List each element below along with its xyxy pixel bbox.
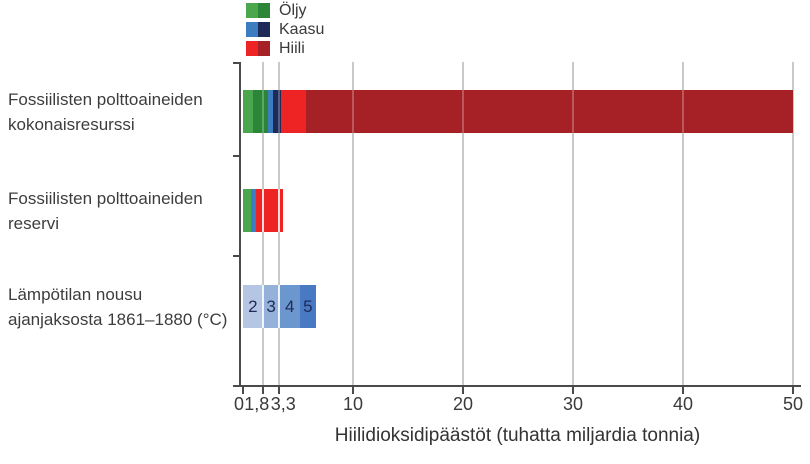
gridline — [462, 62, 464, 385]
x-axis-tick — [462, 387, 464, 394]
legend-swatch-hiili-icon — [246, 41, 270, 56]
bar-segment-kaasu — [251, 189, 257, 232]
swatch-dark — [258, 3, 270, 18]
x-tick-label: 40 — [672, 394, 694, 414]
legend-swatch-oljy-icon — [246, 3, 270, 18]
x-tick-label: 30 — [562, 394, 584, 414]
legend: Öljy Kaasu Hiili — [246, 1, 325, 57]
x-tick-label: 3,3 — [270, 394, 296, 414]
legend-label: Kaasu — [279, 20, 325, 38]
legend-item-oljy: Öljy — [246, 1, 324, 19]
swatch-light — [246, 22, 258, 37]
x-axis-title: Hiilidioksidipäästöt (tuhatta miljardia … — [334, 425, 701, 446]
x-tick-label: 0 — [233, 394, 245, 414]
bar-segment-4-c: 4 — [279, 285, 301, 328]
legend-item-hiili: Hiili — [246, 39, 324, 57]
legend-item-kaasu: Kaasu — [246, 20, 325, 38]
x-axis-tick — [242, 387, 244, 394]
bar-segment--ljy-lis-resurssi — [252, 90, 269, 133]
category-label-line: Fossiilisten polttoaineiden — [8, 188, 203, 208]
swatch-dark — [258, 22, 270, 37]
segment-value-label: 2 — [248, 296, 258, 316]
gridline-gap — [278, 285, 281, 328]
gridline — [792, 62, 794, 385]
x-axis-tick — [682, 387, 684, 394]
category-label-line: ajanjaksosta 1861–1880 (°C) — [8, 309, 228, 329]
gridline — [352, 62, 354, 385]
x-axis — [233, 385, 801, 387]
segment-value-label: 4 — [285, 296, 295, 316]
bar-row — [243, 90, 793, 133]
bar-segment-hiili-reservi — [281, 90, 306, 133]
gridline-gap — [261, 285, 264, 328]
gridline-gap — [352, 90, 354, 133]
y-axis-tick — [233, 255, 240, 257]
swatch-dark — [258, 41, 270, 56]
x-tick-label: 20 — [452, 394, 474, 414]
category-label: Fossiilisten polttoaineiden reservi — [8, 186, 238, 236]
bar-segment--ljy — [243, 189, 252, 232]
x-axis-tick — [792, 387, 794, 394]
legend-swatch-kaasu-icon — [246, 22, 270, 37]
bar-segment-hiili — [256, 189, 283, 232]
x-axis-tick — [261, 387, 264, 394]
category-label-line: Lämpötilan nousu — [8, 284, 143, 304]
gridline-gap — [682, 90, 684, 133]
segment-value-label: 3 — [266, 296, 276, 316]
gridline — [682, 62, 684, 385]
bar-segment-3-c: 3 — [262, 285, 280, 328]
y-axis-tick — [233, 155, 240, 157]
bar-segment-hiili-lis-resurssi — [305, 90, 793, 133]
x-axis-tick — [278, 387, 281, 394]
x-tick-label: 1,8 — [244, 394, 270, 414]
bar-segment-5-c: 5 — [300, 285, 316, 328]
gridline-gap — [261, 189, 264, 232]
x-tick-label: 10 — [342, 394, 364, 414]
bar-row — [243, 189, 283, 232]
y-axis — [239, 62, 241, 385]
bar-segment-2-c: 2 — [243, 285, 263, 328]
legend-label: Hiili — [279, 39, 305, 57]
segment-value-label: 5 — [303, 296, 313, 316]
gridline-gap — [278, 90, 281, 133]
gridline-gap — [278, 189, 281, 232]
gridline-gap — [462, 90, 464, 133]
swatch-light — [246, 3, 258, 18]
category-label-line: kokonaisresurssi — [8, 114, 135, 134]
bar-segment--ljy-reservi — [243, 90, 253, 133]
legend-label: Öljy — [279, 1, 307, 19]
gridline-gap — [572, 90, 574, 133]
bar-segment-kaasu-lis-resurssi — [272, 90, 282, 133]
category-label-line: Fossiilisten polttoaineiden — [8, 89, 203, 109]
x-axis-tick — [572, 387, 574, 394]
category-label-line: reservi — [8, 213, 60, 233]
x-axis-tick — [352, 387, 354, 394]
y-axis-tick — [233, 62, 240, 64]
swatch-light — [246, 41, 258, 56]
gridline-gap — [261, 90, 264, 133]
x-tick-label: 50 — [782, 394, 804, 414]
category-label: Lämpötilan nousu ajanjaksosta 1861–1880 (… — [8, 282, 238, 332]
category-label: Fossiilisten polttoaineiden kokonaisresur… — [8, 87, 238, 137]
gridline — [572, 62, 574, 385]
bar-segment-kaasu-reservi — [268, 90, 273, 133]
